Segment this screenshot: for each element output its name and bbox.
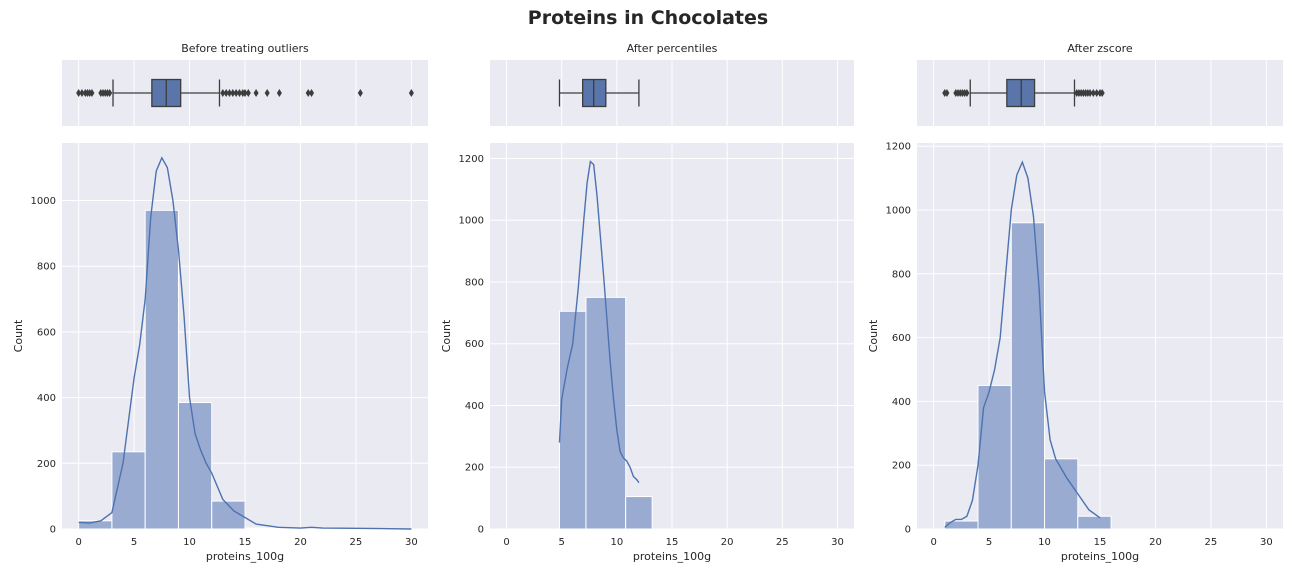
outlier-point <box>1099 89 1105 97</box>
outlier-point <box>89 89 95 97</box>
y-tick-label: 600 <box>465 339 484 350</box>
boxplot-panel: Before treating outliers <box>62 42 428 126</box>
outlier-point <box>226 89 232 97</box>
y-tick-label: 0 <box>50 525 56 536</box>
outlier-point <box>236 89 242 97</box>
y-tick-label: 0 <box>905 525 911 536</box>
outlier-point <box>223 89 229 97</box>
x-tick-label: 30 <box>1260 537 1273 548</box>
outlier-point <box>1087 89 1093 97</box>
outlier-point <box>964 89 970 97</box>
outlier-point <box>233 89 239 97</box>
y-tick-label: 400 <box>37 393 56 404</box>
x-tick-label: 20 <box>721 537 734 548</box>
y-tick-label: 1200 <box>459 154 484 165</box>
y-tick-label: 800 <box>892 269 911 280</box>
histogram-bar <box>244 527 279 530</box>
y-tick-label: 600 <box>37 327 56 338</box>
y-tick-label: 800 <box>465 277 484 288</box>
y-axis-label: Count <box>440 319 453 352</box>
y-tick-label: 1000 <box>459 216 484 227</box>
x-tick-label: 20 <box>1149 537 1162 548</box>
x-tick-label: 0 <box>503 537 509 548</box>
x-tick-label: 25 <box>1205 537 1218 548</box>
outlier-point <box>245 89 251 97</box>
x-tick-label: 5 <box>559 537 565 548</box>
x-tick-label: 30 <box>405 537 418 548</box>
outlier-point <box>107 89 113 97</box>
y-tick-label: 1000 <box>886 205 911 216</box>
kde-line <box>944 160 1101 528</box>
outlier-point <box>230 89 236 97</box>
outlier-point <box>309 89 315 97</box>
histogram-bar <box>977 384 1012 530</box>
x-tick-label: 0 <box>75 537 81 548</box>
subplot-title: After percentiles <box>627 42 718 55</box>
x-tick-label: 30 <box>831 537 844 548</box>
x-tick-label: 15 <box>239 537 252 548</box>
y-tick-label: 200 <box>465 463 484 474</box>
subplot-title: After zscore <box>1067 42 1132 55</box>
x-tick-label: 15 <box>1094 537 1107 548</box>
y-tick-label: 400 <box>465 401 484 412</box>
outlier-point <box>1090 89 1096 97</box>
y-tick-label: 0 <box>478 525 484 536</box>
histogram-panel: 0 5 10 15 20 25 30 0 200 400 600 800 1000 1200 protein… <box>440 143 854 563</box>
histogram-bar <box>177 402 213 530</box>
y-tick-label: 600 <box>892 333 911 344</box>
boxplot-panel: After percentiles <box>490 42 854 126</box>
y-tick-label: 400 <box>892 397 911 408</box>
outlier-point <box>242 89 248 97</box>
x-tick-label: 25 <box>776 537 789 548</box>
boxplot-panel: After zscore <box>917 42 1283 126</box>
histogram-bar <box>585 296 627 530</box>
histogram-bar <box>1010 222 1046 530</box>
x-tick-label: 10 <box>610 537 623 548</box>
y-tick-label: 1200 <box>886 142 911 153</box>
y-axis-label: Count <box>12 319 25 352</box>
histogram-bar <box>625 496 653 530</box>
x-axis-label: proteins_100g <box>1061 550 1139 563</box>
x-axis-label: proteins_100g <box>206 550 284 563</box>
kde-line <box>78 156 412 530</box>
outlier-point <box>305 89 311 97</box>
x-axis-label: proteins_100g <box>633 550 711 563</box>
outlier-point <box>1094 89 1100 97</box>
x-tick-label: 0 <box>930 537 936 548</box>
x-tick-label: 20 <box>294 537 307 548</box>
outlier-point <box>276 89 282 97</box>
histogram-panel: 0 5 10 15 20 25 30 0 200 400 600 800 1000 proteins_10… <box>12 143 428 563</box>
x-tick-label: 10 <box>183 537 196 548</box>
x-tick-label: 15 <box>666 537 679 548</box>
outlier-point <box>264 89 270 97</box>
x-tick-label: 5 <box>131 537 137 548</box>
y-tick-label: 800 <box>37 262 56 273</box>
x-tick-label: 5 <box>986 537 992 548</box>
y-axis-label: Count <box>867 319 880 352</box>
outlier-point <box>76 89 82 97</box>
histogram-panel: 0 5 10 15 20 25 30 0 200 400 600 800 1000 1200 protein… <box>867 142 1283 563</box>
histogram-bar <box>1077 515 1112 530</box>
outlier-point <box>79 89 85 97</box>
x-tick-label: 10 <box>1038 537 1051 548</box>
outlier-point <box>357 89 363 97</box>
outlier-point <box>220 89 226 97</box>
subplot-title: Before treating outliers <box>181 42 309 55</box>
histogram-bar <box>144 209 179 530</box>
y-tick-label: 1000 <box>31 196 56 207</box>
kde-line <box>558 160 640 484</box>
outlier-point <box>253 89 259 97</box>
outlier-point <box>408 89 414 97</box>
y-tick-label: 200 <box>37 459 56 470</box>
x-tick-label: 25 <box>350 537 363 548</box>
y-tick-label: 200 <box>892 461 911 472</box>
figure-title: Proteins in Chocolates <box>527 7 769 29</box>
outlier-point <box>944 89 950 97</box>
